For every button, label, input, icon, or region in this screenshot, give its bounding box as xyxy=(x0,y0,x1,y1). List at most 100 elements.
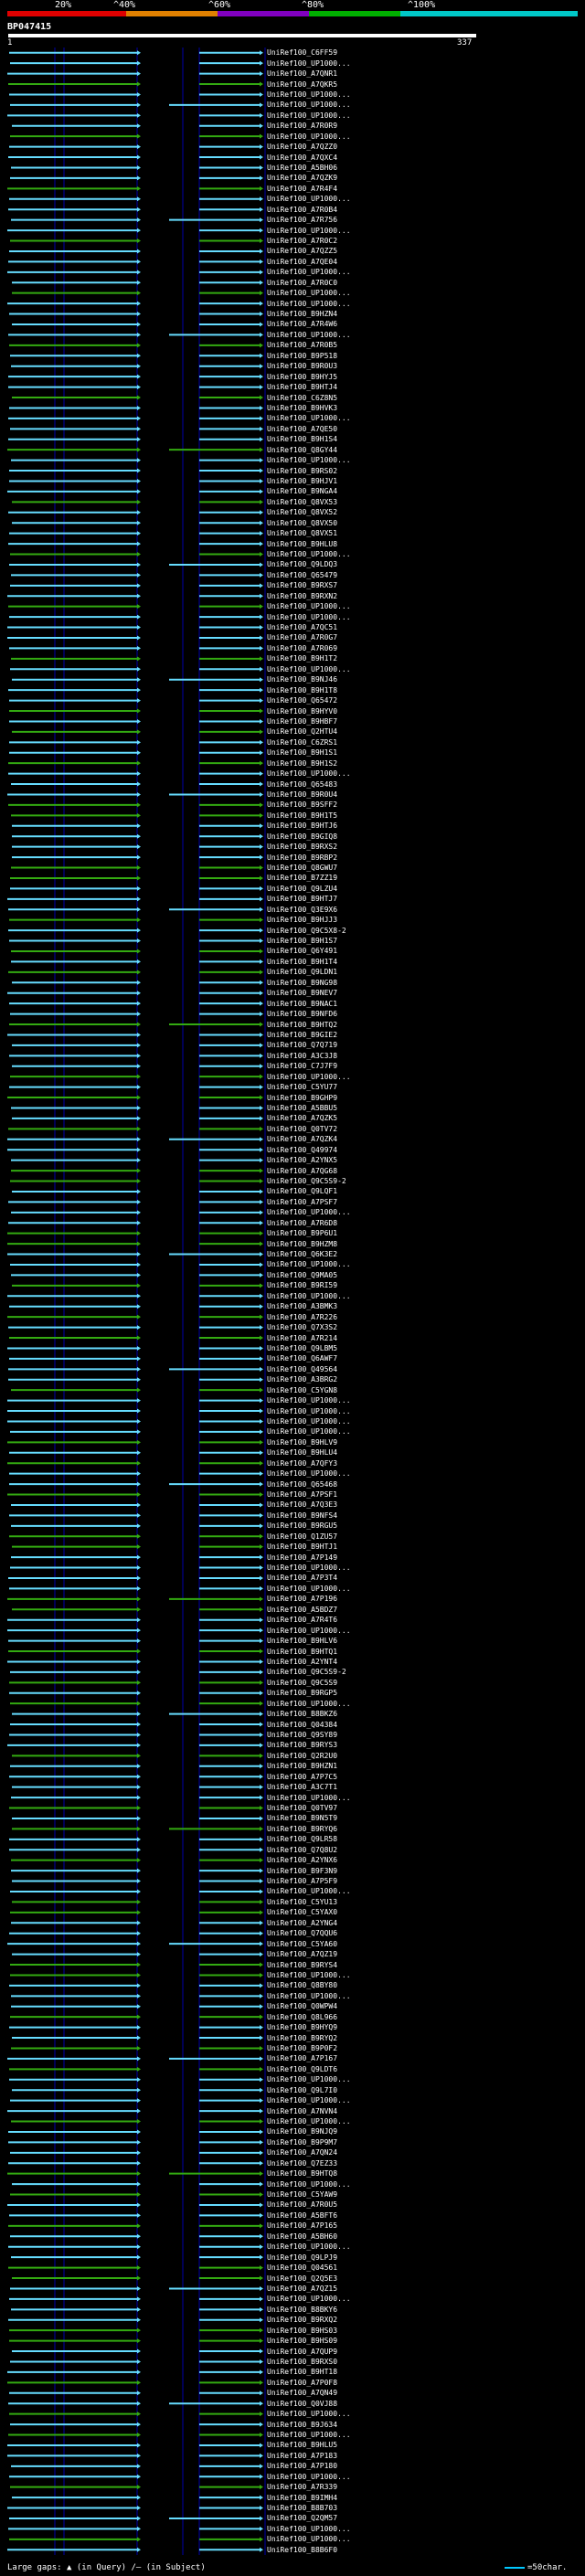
hit-label[interactable]: UniRef100_B9H1T8 xyxy=(267,685,338,694)
hit-label[interactable]: UniRef100_Q9LQF1 xyxy=(267,1187,338,1196)
hit-label[interactable]: UniRef100_A7QN49 xyxy=(267,2389,338,2398)
hit-label[interactable]: UniRef100_Q2QM57 xyxy=(267,2514,338,2523)
hit-label[interactable]: UniRef100_UP1000... xyxy=(267,330,351,339)
hit-label[interactable]: UniRef100_UP1000... xyxy=(267,1699,351,1708)
hit-label[interactable]: UniRef100_UP1000... xyxy=(267,1469,351,1479)
hit-label[interactable]: UniRef100_A7QZ19 xyxy=(267,1950,338,1959)
hit-label[interactable]: UniRef100_Q0WPW4 xyxy=(267,2002,338,2011)
hit-label[interactable]: UniRef100_B9HZM8 xyxy=(267,1239,338,1248)
hit-label[interactable]: UniRef100_UP1000... xyxy=(267,602,351,611)
hit-label[interactable]: UniRef100_C5YA60 xyxy=(267,1939,338,1948)
hit-label[interactable]: UniRef100_A3C7T1 xyxy=(267,1783,338,1792)
hit-label[interactable]: UniRef100_Q9LZU4 xyxy=(267,884,338,893)
hit-label[interactable]: UniRef100_UP1000... xyxy=(267,1793,351,1802)
hit-label[interactable]: UniRef100_Q8GY44 xyxy=(267,445,338,454)
hit-label[interactable]: UniRef100_C6Z8N5 xyxy=(267,393,338,402)
hit-label[interactable]: UniRef100_A7P196 xyxy=(267,1595,338,1604)
hit-label[interactable]: UniRef100_A7PSF7 xyxy=(267,1197,338,1206)
hit-label[interactable]: UniRef100_UP1000... xyxy=(267,299,351,308)
hit-label[interactable]: UniRef100_A7QC51 xyxy=(267,623,338,632)
hit-label[interactable]: UniRef100_A3C3J8 xyxy=(267,1051,338,1060)
hit-label[interactable]: UniRef100_Q8VX51 xyxy=(267,529,338,538)
hit-label[interactable]: UniRef100_Q9L7I0 xyxy=(267,2085,338,2094)
hit-label[interactable]: UniRef100_UP1000... xyxy=(267,2096,351,2105)
hit-label[interactable]: UniRef100_UP1000... xyxy=(267,132,351,141)
hit-label[interactable]: UniRef100_B9NAC1 xyxy=(267,999,338,1008)
hit-label[interactable]: UniRef100_B9HYV0 xyxy=(267,706,338,716)
hit-label[interactable]: UniRef100_UP1000... xyxy=(267,1291,351,1300)
hit-label[interactable]: UniRef100_B9F3N9 xyxy=(267,1866,338,1875)
hit-label[interactable]: UniRef100_Q9SY89 xyxy=(267,1730,338,1739)
hit-label[interactable]: UniRef100_B9GIQ8 xyxy=(267,832,338,841)
hit-label[interactable]: UniRef100_UP1000... xyxy=(267,111,351,120)
hit-label[interactable]: UniRef100_A7QE50 xyxy=(267,424,338,433)
hit-label[interactable]: UniRef100_A7QXC4 xyxy=(267,153,338,162)
hit-label[interactable]: UniRef100_B9RYS4 xyxy=(267,1960,338,1969)
hit-label[interactable]: UniRef100_Q0TV97 xyxy=(267,1804,338,1813)
hit-label[interactable]: UniRef100_B9GHP9 xyxy=(267,1093,338,1102)
hit-label[interactable]: UniRef100_B9R0U3 xyxy=(267,362,338,371)
hit-label[interactable]: UniRef100_Q9C5X8-2 xyxy=(267,926,346,935)
hit-label[interactable]: UniRef100_UP1000... xyxy=(267,195,351,204)
hit-label[interactable]: UniRef100_Q04384 xyxy=(267,1720,338,1729)
hit-label[interactable]: UniRef100_UP1000... xyxy=(267,1260,351,1269)
hit-label[interactable]: UniRef100_Q65472 xyxy=(267,696,338,705)
hit-label[interactable]: UniRef100_A7R0B5 xyxy=(267,341,338,350)
hit-label[interactable]: UniRef100_B9N5T9 xyxy=(267,1814,338,1823)
hit-label[interactable]: UniRef100_B9HLV6 xyxy=(267,1637,338,1646)
hit-label[interactable]: UniRef100_Q7Q719 xyxy=(267,1041,338,1050)
hit-label[interactable]: UniRef100_B9HZN1 xyxy=(267,1762,338,1771)
hit-label[interactable]: UniRef100_B9P6U1 xyxy=(267,1229,338,1238)
hit-label[interactable]: UniRef100_UP1000... xyxy=(267,1208,351,1217)
hit-label[interactable]: UniRef100_Q65468 xyxy=(267,1479,338,1489)
hit-label[interactable]: UniRef100_A2YNX6 xyxy=(267,1856,338,1865)
hit-label[interactable]: UniRef100_A7R4T6 xyxy=(267,1616,338,1625)
hit-label[interactable]: UniRef100_C5YGN8 xyxy=(267,1385,338,1394)
hit-label[interactable]: UniRef100_A7R339 xyxy=(267,2483,338,2492)
hit-label[interactable]: UniRef100_A2YNT4 xyxy=(267,1657,338,1666)
hit-label[interactable]: UniRef100_UP1000... xyxy=(267,268,351,277)
hit-label[interactable]: UniRef100_UP1000... xyxy=(267,1991,351,2000)
hit-label[interactable]: UniRef100_A7R0R9 xyxy=(267,122,338,131)
hit-label[interactable]: UniRef100_B9IMH4 xyxy=(267,2493,338,2502)
hit-label[interactable]: UniRef100_A7QNR1 xyxy=(267,69,338,79)
hit-label[interactable]: UniRef100_B9RYQ2 xyxy=(267,2033,338,2042)
hit-label[interactable]: UniRef100_Q2R2U0 xyxy=(267,1751,338,1760)
hit-label[interactable]: UniRef100_Q2Q5E3 xyxy=(267,2274,338,2283)
hit-label[interactable]: UniRef100_B9NFS4 xyxy=(267,1511,338,1520)
hit-label[interactable]: UniRef100_A7R069 xyxy=(267,643,338,652)
hit-label[interactable]: UniRef100_C5YAX0 xyxy=(267,1908,338,1917)
hit-label[interactable]: UniRef100_A7QFY3 xyxy=(267,1458,338,1468)
hit-label[interactable]: UniRef100_A7P183 xyxy=(267,2451,338,2460)
hit-label[interactable]: UniRef100_C7J7F9 xyxy=(267,1062,338,1071)
hit-label[interactable]: UniRef100_UP1000... xyxy=(267,2242,351,2252)
hit-label[interactable]: UniRef100_B9RXN2 xyxy=(267,591,338,600)
hit-label[interactable]: UniRef100_B9HT18 xyxy=(267,2368,338,2377)
hit-label[interactable]: UniRef100_B9RYQ6 xyxy=(267,1824,338,1833)
hit-label[interactable]: UniRef100_A7P149 xyxy=(267,1553,338,1562)
hit-label[interactable]: UniRef100_B9HTQ1 xyxy=(267,1647,338,1656)
hit-label[interactable]: UniRef100_UP1000... xyxy=(267,2472,351,2481)
hit-label[interactable]: UniRef100_B9H1T2 xyxy=(267,654,338,663)
hit-label[interactable]: UniRef100_Q3E9X6 xyxy=(267,905,338,914)
hit-label[interactable]: UniRef100_B9HZN4 xyxy=(267,310,338,319)
hit-label[interactable]: UniRef100_A5BH60 xyxy=(267,2231,338,2241)
hit-label[interactable]: UniRef100_A7R0B4 xyxy=(267,205,338,214)
hit-label[interactable]: UniRef100_A3BMK3 xyxy=(267,1302,338,1311)
hit-label[interactable]: UniRef100_UP1000... xyxy=(267,1416,351,1426)
hit-label[interactable]: UniRef100_UP1000... xyxy=(267,2410,351,2419)
hit-label[interactable]: UniRef100_UP1000... xyxy=(267,612,351,621)
hit-label[interactable]: UniRef100_Q8L966 xyxy=(267,2012,338,2021)
hit-label[interactable]: UniRef100_B9HLU5 xyxy=(267,2441,338,2450)
hit-label[interactable]: UniRef100_B9NG98 xyxy=(267,978,338,987)
hit-label[interactable]: UniRef100_UP1000... xyxy=(267,58,351,68)
hit-label[interactable]: UniRef100_UP1000... xyxy=(267,414,351,423)
hit-label[interactable]: UniRef100_UP1000... xyxy=(267,2535,351,2544)
hit-label[interactable]: UniRef100_A7QZK9 xyxy=(267,174,338,183)
hit-label[interactable]: UniRef100_B9HVK3 xyxy=(267,403,338,412)
hit-label[interactable]: UniRef100_B9GIE2 xyxy=(267,1030,338,1039)
hit-label[interactable]: UniRef100_C6FF59 xyxy=(267,48,338,58)
hit-label[interactable]: UniRef100_B9P0F2 xyxy=(267,2043,338,2052)
hit-label[interactable]: UniRef100_A7P0F8 xyxy=(267,2378,338,2387)
hit-label[interactable]: UniRef100_A7R6D8 xyxy=(267,1218,338,1227)
